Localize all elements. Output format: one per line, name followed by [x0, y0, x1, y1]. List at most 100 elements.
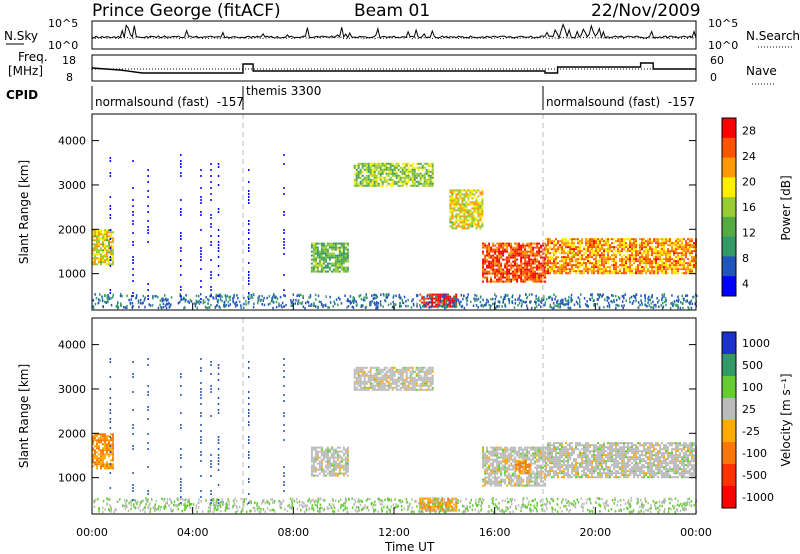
data-cell [320, 462, 323, 465]
data-cell [102, 261, 104, 264]
data-cell [399, 370, 402, 373]
noise-left-label: N.Sky [4, 29, 38, 43]
data-cell [427, 384, 430, 387]
data-cell [463, 227, 466, 230]
data-cell [475, 304, 478, 307]
data-cell [110, 249, 112, 252]
data-cell [483, 303, 486, 307]
data-cell [200, 256, 202, 258]
data-cell [681, 272, 683, 275]
data-cell [504, 264, 507, 267]
data-cell [662, 301, 664, 305]
data-cell [532, 274, 535, 277]
data-cell [455, 298, 458, 301]
data-cell [389, 384, 392, 387]
data-cell [571, 268, 573, 271]
data-cell [514, 476, 517, 479]
data-cell [506, 248, 509, 251]
data-cell [449, 203, 452, 206]
data-cell [516, 274, 519, 277]
data-cell [242, 306, 245, 309]
data-cell [502, 454, 505, 457]
data-cell [615, 266, 617, 269]
data-cell [138, 305, 140, 309]
data-cell [512, 278, 515, 281]
data-cell [263, 303, 266, 307]
data-cell [660, 304, 662, 307]
data-cell [512, 450, 515, 453]
data-cell [553, 270, 555, 273]
data-cell [677, 270, 679, 273]
data-cell [455, 201, 458, 204]
data-cell [284, 294, 286, 298]
data-cell [492, 248, 495, 251]
data-cell [641, 238, 643, 241]
data-cell [573, 250, 575, 253]
data-cell [334, 266, 337, 269]
data-cell [475, 189, 478, 192]
data-cell [111, 296, 114, 299]
data-cell [379, 170, 382, 173]
data-cell [641, 252, 643, 255]
data-cell [579, 301, 581, 304]
data-cell [365, 374, 368, 377]
data-cell [486, 270, 489, 273]
data-cell [312, 256, 315, 259]
data-cell [314, 456, 317, 459]
data-cell [377, 378, 380, 381]
data-cell [92, 449, 94, 452]
data-cell [100, 459, 102, 462]
data-cell [621, 300, 624, 303]
cpid-segment-3: normalsound (fast) -157 [546, 95, 695, 109]
data-cell [455, 195, 458, 198]
data-cell [547, 258, 549, 261]
data-cell [375, 178, 378, 181]
data-cell [547, 270, 549, 273]
data-cell [415, 184, 418, 187]
data-cell [536, 254, 539, 257]
data-cell [484, 454, 487, 457]
data-cell [490, 250, 493, 253]
data-cell [500, 242, 503, 245]
data-cell [619, 240, 621, 243]
data-cell [301, 301, 304, 304]
data-cell [272, 306, 274, 310]
data-cell [528, 244, 531, 247]
data-cell [429, 505, 432, 508]
data-cell [557, 256, 559, 259]
data-cell [161, 299, 163, 303]
data-cell [417, 366, 420, 369]
data-cell [573, 246, 575, 249]
data-cell [180, 235, 182, 237]
data-cell [108, 443, 110, 446]
data-cell [100, 451, 102, 454]
data-cell [339, 298, 341, 301]
data-cell [419, 174, 422, 177]
data-cell [359, 386, 362, 389]
data-cell [463, 203, 466, 206]
data-cell [587, 268, 589, 271]
data-cell [100, 229, 102, 232]
data-cell [669, 264, 671, 267]
data-cell [200, 250, 202, 252]
data-cell [593, 246, 595, 249]
data-cell [147, 220, 149, 222]
data-cell [517, 304, 519, 307]
data-cell [504, 450, 507, 453]
data-cell [123, 306, 125, 309]
data-cell [482, 262, 485, 265]
data-cell [381, 168, 384, 171]
data-cell [520, 460, 523, 463]
data-cell [510, 484, 513, 487]
data-cell [514, 270, 517, 273]
data-cell [177, 301, 180, 305]
data-cell [637, 301, 640, 304]
data-cell [324, 244, 327, 247]
data-cell [647, 260, 649, 263]
data-cell [581, 256, 583, 259]
data-cell [597, 270, 599, 273]
data-cell [401, 176, 404, 179]
data-cell [365, 184, 368, 187]
data-cell [457, 213, 460, 216]
data-cell [94, 451, 96, 454]
